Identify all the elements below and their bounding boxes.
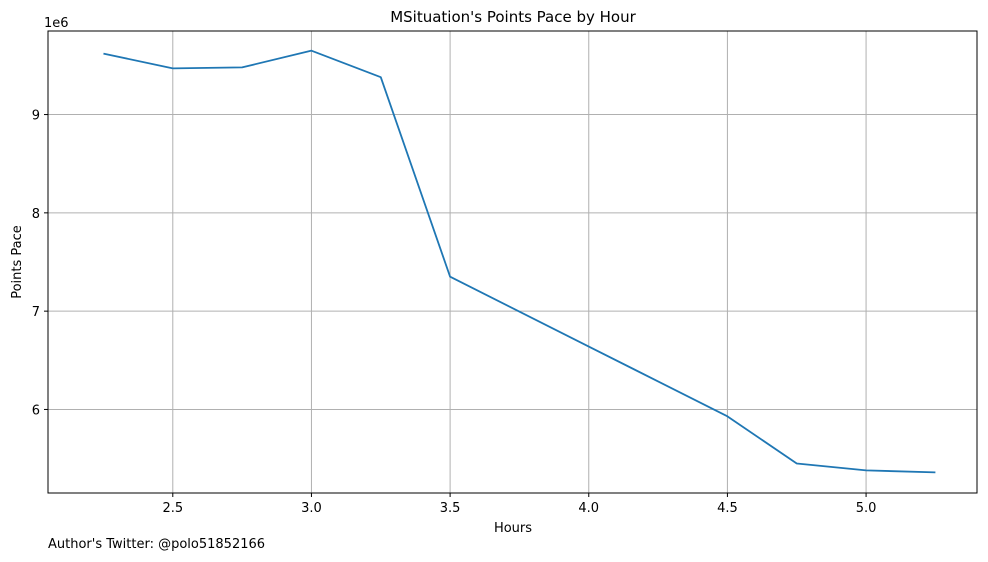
chart-title: MSituation's Points Pace by Hour <box>390 8 636 26</box>
x-tick-label: 3.5 <box>440 501 461 516</box>
series-layer <box>103 49 936 474</box>
y-tick-label: 6 <box>32 403 40 418</box>
y-axis-label: Points Pace <box>10 225 25 299</box>
x-tick-label: 5.0 <box>856 501 877 516</box>
y-tick-label: 7 <box>32 305 40 320</box>
y-axis: 6 7 8 9 <box>32 109 48 418</box>
x-tick-label: 4.0 <box>578 501 599 516</box>
x-axis-label: Hours <box>494 521 532 536</box>
plot-frame <box>47 30 978 494</box>
x-tick-label: 2.5 <box>162 501 183 516</box>
y-scale-multiplier: 1e6 <box>44 16 69 31</box>
x-tick-label: 3.0 <box>301 501 322 516</box>
x-tick-label: 4.5 <box>717 501 738 516</box>
author-twitter-credit: Author's Twitter: @polo51852166 <box>48 537 266 552</box>
y-tick-label: 8 <box>32 207 40 222</box>
y-tick-label: 9 <box>32 109 40 124</box>
x-axis: 2.5 3.0 3.5 4.0 4.5 5.0 <box>162 493 876 516</box>
grid-lines <box>48 31 977 493</box>
series-line <box>103 49 936 474</box>
